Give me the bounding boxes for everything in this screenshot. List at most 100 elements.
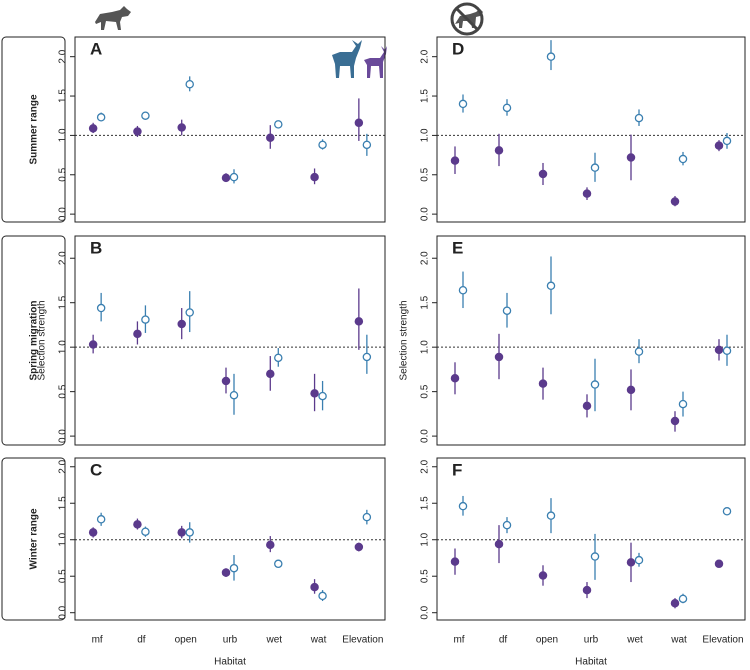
- y-tick-label: 1.0: [420, 340, 431, 354]
- point: [458, 501, 468, 511]
- row-label: Summer range: [29, 94, 40, 164]
- point: [362, 140, 372, 150]
- point: [538, 169, 548, 179]
- y-tick-label: 0.5: [420, 167, 431, 181]
- y-tick-label: 0.5: [420, 569, 431, 583]
- row-label: Spring migration: [29, 301, 40, 381]
- y-tick-label: 1.0: [58, 340, 69, 354]
- point: [88, 124, 98, 133]
- panel-letter: F: [452, 460, 462, 479]
- point: [722, 136, 732, 146]
- point: [546, 52, 556, 61]
- point: [714, 141, 724, 150]
- panel-letter: D: [452, 39, 464, 58]
- point: [221, 568, 231, 577]
- x-tick-label: wet: [626, 635, 643, 646]
- y-tick-label: 1.5: [58, 89, 69, 103]
- y-tick-label: 0.5: [58, 384, 69, 398]
- point: [634, 113, 644, 123]
- point: [458, 286, 468, 295]
- plot-frame: [436, 235, 746, 446]
- y-tick-label: 0.0: [58, 207, 69, 221]
- y-tick-label: 2.0: [58, 459, 69, 473]
- row-label: Winter range: [29, 508, 40, 569]
- point: [266, 369, 275, 379]
- point: [582, 585, 592, 595]
- y-tick-label: 0.0: [420, 429, 431, 443]
- y-tick-label: 0.0: [58, 429, 69, 443]
- point: [96, 303, 106, 313]
- x-axis-label: Habitat: [575, 657, 607, 668]
- point: [141, 527, 150, 536]
- point: [494, 539, 504, 549]
- point: [229, 563, 239, 573]
- point: [310, 172, 319, 182]
- panel-letter: E: [452, 238, 463, 257]
- point: [141, 315, 150, 324]
- point: [318, 591, 327, 601]
- point: [274, 353, 283, 363]
- point: [354, 118, 364, 128]
- x-tick-label: Elevation: [342, 635, 383, 646]
- x-tick-label: urb: [223, 635, 238, 646]
- point: [502, 103, 512, 113]
- point: [626, 558, 636, 567]
- point: [310, 582, 319, 592]
- point: [185, 528, 194, 537]
- point: [634, 347, 644, 356]
- point: [538, 379, 548, 388]
- y-tick-label: 2.0: [420, 251, 431, 265]
- point: [274, 120, 283, 129]
- point: [88, 340, 98, 349]
- x-tick-label: wet: [266, 635, 283, 646]
- point: [274, 559, 283, 569]
- no-wolf-icon: [450, 2, 484, 36]
- point: [450, 374, 460, 383]
- y-tick-label: 0.5: [58, 167, 69, 181]
- y-tick-label: 1.5: [420, 295, 431, 309]
- point: [229, 390, 239, 400]
- point: [88, 528, 98, 537]
- x-axis-label: Habitat: [214, 657, 246, 668]
- x-tick-label: df: [137, 635, 146, 646]
- point: [266, 133, 275, 143]
- point: [96, 515, 106, 524]
- moose-deer-icon: [332, 40, 387, 78]
- point: [722, 346, 732, 355]
- y-tick-label: 0.0: [58, 605, 69, 619]
- point: [354, 317, 364, 326]
- point: [590, 552, 600, 561]
- point: [714, 345, 724, 355]
- point: [266, 540, 275, 550]
- x-tick-label: urb: [584, 635, 599, 646]
- point: [354, 542, 364, 552]
- point: [177, 319, 186, 329]
- point: [133, 520, 142, 529]
- point: [582, 401, 592, 411]
- point: [133, 329, 142, 339]
- plot-frame: [74, 36, 386, 223]
- point: [362, 512, 372, 522]
- point: [177, 123, 186, 132]
- panel-letter: B: [90, 238, 102, 257]
- x-tick-label: Elevation: [702, 635, 743, 646]
- point: [450, 156, 460, 165]
- y-tick-label: 1.0: [58, 128, 69, 142]
- row-label-box: [1, 235, 66, 446]
- point: [141, 111, 150, 120]
- point: [458, 99, 468, 109]
- point: [318, 391, 327, 401]
- point: [133, 127, 142, 136]
- point: [450, 557, 460, 566]
- point: [714, 559, 724, 569]
- y-tick-label: 1.5: [58, 496, 69, 510]
- point: [96, 113, 106, 122]
- y-tick-label: 0.5: [58, 569, 69, 583]
- panel-letter: A: [90, 39, 102, 58]
- y-tick-label: 0.0: [420, 605, 431, 619]
- y-tick-label: 1.5: [420, 496, 431, 510]
- y-tick-label: 1.5: [420, 89, 431, 103]
- point: [185, 308, 194, 317]
- x-tick-label: df: [499, 635, 508, 646]
